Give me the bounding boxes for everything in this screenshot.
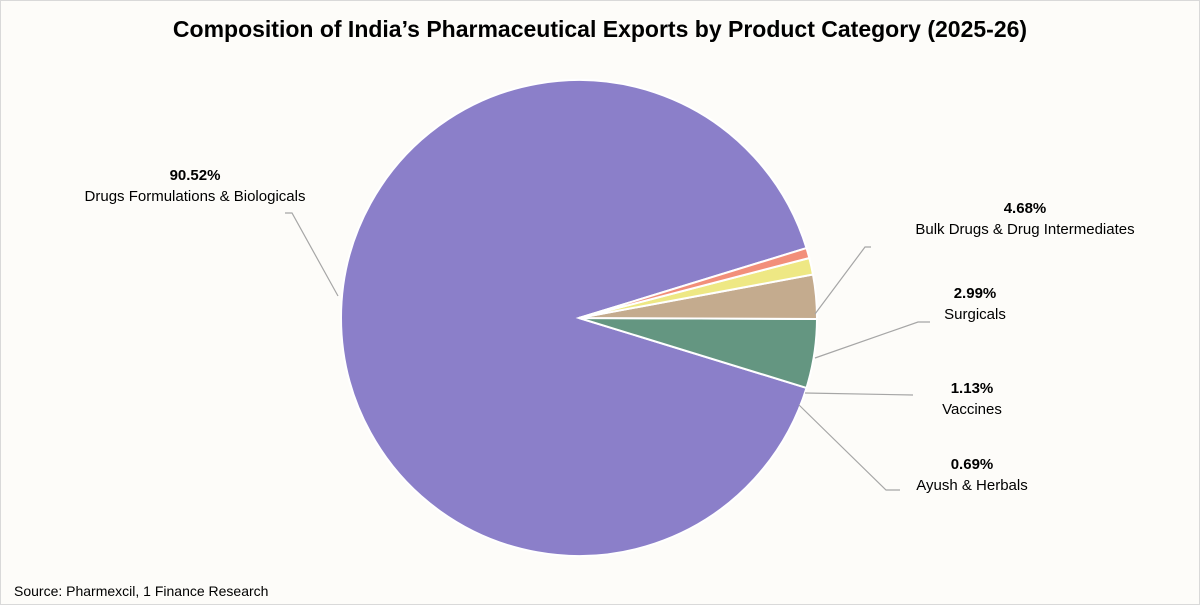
leader-line — [798, 404, 900, 491]
slice-category-label: Vaccines — [942, 401, 1002, 418]
slice-labels: 90.52% Drugs Formulations & Biologicals 4.… — [85, 167, 1135, 494]
slice-value-label: 4.68% — [1004, 200, 1047, 217]
leader-line — [804, 392, 914, 396]
leader-line — [814, 246, 871, 315]
chart-title: Composition of India’s Pharmaceutical Ex… — [172, 16, 1028, 42]
pie-slice-drugs-formulations-biologicals — [340, 79, 808, 557]
source-note: Source: Pharmexcil, 1 Finance Research — [14, 583, 269, 599]
slice-category-label: Surgicals — [944, 306, 1006, 323]
slice-value-label: 90.52% — [170, 167, 221, 184]
pie-slice-ayush-herbals — [578, 246, 811, 319]
pie-slices — [340, 79, 819, 557]
leader-line — [814, 321, 930, 359]
slice-value-label: 2.99% — [954, 285, 997, 302]
slice-category-label: Drugs Formulations & Biologicals — [85, 188, 306, 205]
slice-category-label: Ayush & Herbals — [916, 477, 1027, 494]
slice-category-label: Bulk Drugs & Drug Intermediates — [915, 221, 1134, 238]
leader-line — [285, 212, 339, 297]
leader-lines — [285, 212, 930, 491]
slice-value-label: 1.13% — [951, 380, 994, 397]
slice-value-label: 0.69% — [951, 456, 994, 473]
